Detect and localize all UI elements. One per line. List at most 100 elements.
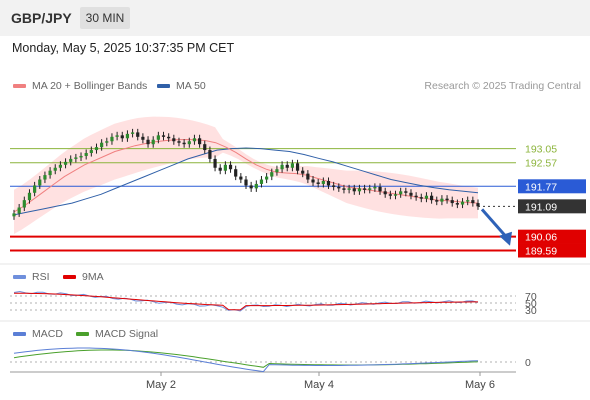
candle-body	[440, 198, 444, 202]
candle-body	[27, 192, 32, 201]
candle-body	[316, 182, 320, 184]
candle-body	[357, 188, 362, 192]
candle-body	[445, 198, 449, 201]
candle-body	[393, 194, 398, 196]
candle-body	[383, 191, 387, 195]
legend-rsi: RSI	[13, 271, 50, 283]
credit-text: Research © 2025 Trading Central	[424, 80, 581, 92]
level-label-box	[518, 243, 586, 258]
candle-body	[120, 135, 124, 139]
x-tick-label: May 2	[146, 379, 176, 391]
candle-body	[466, 200, 470, 202]
rsi-level-label: 30	[525, 305, 537, 317]
level-label-resistance: 192.57	[525, 158, 557, 170]
candle-body	[450, 200, 454, 204]
candle-body	[321, 181, 325, 184]
ma50-swatch-icon	[157, 84, 170, 89]
candle-body	[388, 194, 392, 196]
candle-body	[58, 164, 62, 168]
candle-body	[290, 163, 294, 168]
candle-body	[43, 175, 47, 180]
candle-body	[285, 164, 289, 168]
candle-body	[12, 213, 16, 217]
candle-body	[218, 167, 222, 171]
candle-body	[84, 153, 88, 156]
candle-body	[89, 150, 93, 154]
candle-body	[326, 181, 331, 186]
candle-body	[146, 139, 150, 145]
candle-body	[182, 142, 186, 145]
rsi-line	[13, 290, 479, 312]
level-label-box	[518, 179, 586, 194]
bollinger-band	[14, 116, 478, 234]
candle-body	[301, 170, 305, 174]
legend-ma20: MA 20 + Bollinger Bands	[13, 80, 147, 92]
timestamp: Monday, May 5, 2025 10:37:35 PM CET	[12, 41, 235, 55]
candle-body	[38, 179, 42, 186]
candle-body	[53, 167, 57, 171]
level-label-box	[518, 229, 586, 244]
level-label-support: 190.06	[525, 232, 557, 244]
candle-body	[399, 191, 403, 195]
candle-body	[151, 139, 155, 145]
candle-body	[63, 161, 68, 165]
candle-body	[213, 158, 217, 168]
candle-body	[172, 138, 176, 142]
candle-body	[141, 136, 145, 140]
candle-body	[306, 173, 310, 180]
candle-body	[79, 155, 83, 158]
candle-body	[100, 142, 104, 148]
macd-line	[13, 347, 479, 373]
candle-body	[337, 186, 341, 189]
macd-signal-line	[13, 349, 479, 368]
candle-body	[22, 200, 26, 208]
candle-body	[177, 141, 181, 143]
candle-body	[476, 203, 480, 207]
level-label-box	[518, 199, 586, 214]
candle-body	[362, 188, 367, 190]
ma20-swatch-icon	[13, 84, 26, 89]
legend-rsi-ma: 9MA	[63, 271, 104, 283]
candle-body	[239, 176, 243, 180]
level-label-support: 189.59	[525, 246, 557, 258]
chart-header: GBP/JPY 30 MIN	[0, 0, 590, 36]
x-tick-label: May 4	[304, 379, 334, 391]
legend-macd-signal: MACD Signal	[76, 328, 158, 340]
candle-body	[280, 164, 284, 170]
candle-body	[105, 141, 109, 143]
rsi-level-label: 70	[525, 291, 537, 303]
symbol-title: GBP/JPY	[11, 10, 72, 26]
level-label-resistance: 193.05	[525, 144, 557, 156]
candle-body	[404, 191, 408, 193]
candle-body	[254, 183, 258, 189]
timeframe-button[interactable]: 30 MIN	[80, 7, 130, 29]
ma50-line	[13, 147, 479, 216]
candle-body	[373, 186, 377, 189]
candle-body	[275, 169, 279, 173]
level-label-current: 191.09	[525, 201, 557, 213]
candle-body	[368, 188, 372, 190]
rsi-level-label: 50	[525, 298, 537, 310]
candle-body	[249, 185, 253, 189]
candle-body	[270, 172, 274, 177]
candle-body	[265, 176, 269, 180]
candle-body	[115, 135, 119, 137]
candle-body	[378, 186, 382, 192]
rsi-ma-line	[14, 292, 478, 311]
x-tick-label: May 6	[465, 379, 495, 391]
forecast-arrow-head-icon	[499, 231, 512, 246]
candle-body	[424, 195, 429, 199]
candle-body	[223, 164, 227, 171]
candle-body	[244, 179, 248, 186]
candle-body	[125, 133, 130, 139]
candle-body	[311, 179, 315, 183]
candle-body	[228, 164, 233, 170]
level-label-pivot: 191.77	[525, 181, 557, 193]
candle-body	[110, 136, 114, 142]
legend-macd: MACD	[13, 328, 63, 340]
macd-signal-swatch-icon	[76, 332, 89, 337]
candle-body	[167, 136, 171, 139]
candle-body	[74, 157, 78, 159]
candle-body	[259, 179, 264, 184]
